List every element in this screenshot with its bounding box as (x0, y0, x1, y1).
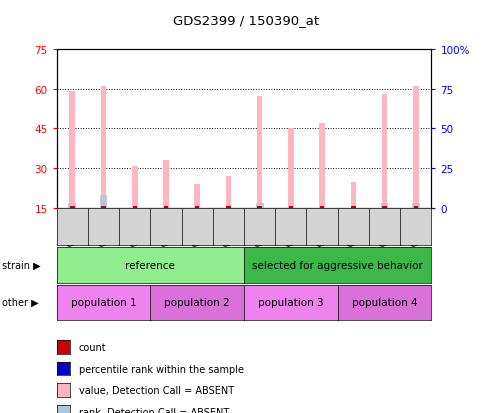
Bar (193, 209, 201, 227)
Bar (163, 161, 169, 209)
Text: count: count (79, 342, 106, 352)
Bar (194, 185, 200, 209)
Text: population 1: population 1 (70, 297, 137, 308)
Bar (162, 209, 170, 222)
Bar (101, 207, 106, 209)
Bar (413, 87, 419, 209)
Text: other ▶: other ▶ (2, 297, 39, 308)
Bar (100, 195, 107, 209)
Bar (69, 203, 76, 209)
Bar (288, 129, 294, 209)
Bar (382, 207, 387, 209)
Bar (319, 124, 325, 209)
Bar (133, 207, 137, 209)
Bar (226, 207, 231, 209)
Bar (351, 207, 355, 209)
Bar (257, 207, 262, 209)
Bar (132, 166, 138, 209)
Text: selected for aggressive behavior: selected for aggressive behavior (252, 260, 423, 271)
Bar (131, 209, 139, 222)
Text: rank, Detection Call = ABSENT: rank, Detection Call = ABSENT (79, 407, 229, 413)
Bar (70, 92, 75, 209)
Bar (414, 207, 418, 209)
Bar (381, 203, 388, 209)
Text: population 4: population 4 (352, 297, 418, 308)
Bar (70, 207, 74, 209)
Bar (287, 209, 295, 214)
Bar (226, 177, 231, 209)
Text: reference: reference (125, 260, 176, 271)
Text: population 2: population 2 (164, 297, 230, 308)
Bar (195, 207, 200, 209)
Text: GDS2399 / 150390_at: GDS2399 / 150390_at (174, 14, 319, 27)
Bar (257, 97, 262, 209)
Bar (382, 95, 387, 209)
Text: percentile rank within the sample: percentile rank within the sample (79, 364, 244, 374)
Text: value, Detection Call = ABSENT: value, Detection Call = ABSENT (79, 385, 234, 395)
Bar (224, 209, 232, 227)
Text: strain ▶: strain ▶ (2, 260, 41, 271)
Text: population 3: population 3 (258, 297, 324, 308)
Bar (256, 203, 264, 209)
Bar (101, 87, 106, 209)
Bar (350, 209, 357, 227)
Bar (164, 207, 168, 209)
Bar (288, 207, 293, 209)
Bar (412, 203, 420, 209)
Bar (320, 207, 324, 209)
Bar (351, 182, 356, 209)
